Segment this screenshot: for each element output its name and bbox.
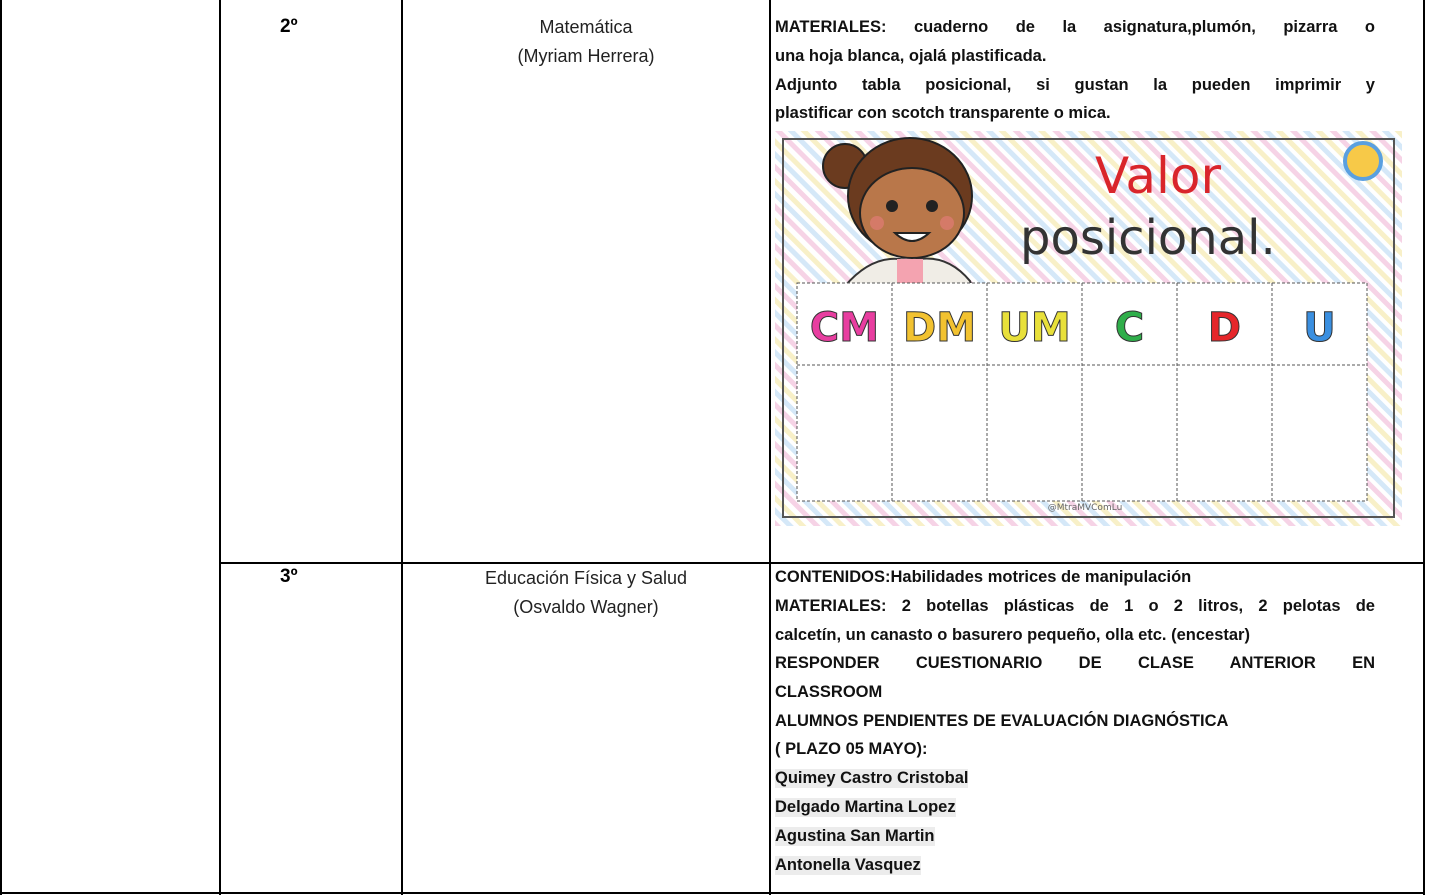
place-value-image: Valor posicional. CM DM UM C D U @MtraMVComLu xyxy=(775,131,1402,526)
frame xyxy=(782,138,1395,518)
teacher: (Osvaldo Wagner) xyxy=(513,597,659,617)
image-subtitle: posicional. xyxy=(1020,210,1276,266)
text-line: CLASSROOM xyxy=(775,683,883,701)
text-line: ( PLAZO 05 MAYO): xyxy=(775,740,928,758)
subject: Educación Física y Salud xyxy=(484,568,688,588)
text-line: Delgado Martina Lopez xyxy=(775,798,956,817)
text-line: Quimey Castro Cristobal xyxy=(775,769,969,788)
column-label: D xyxy=(1208,305,1241,351)
text-line: Antonella Vasquez xyxy=(775,856,921,875)
border xyxy=(401,0,403,895)
teacher: (Myriam Herrera) xyxy=(517,46,655,66)
image-title: Valor xyxy=(1095,147,1221,205)
column-label: C xyxy=(1115,305,1144,351)
text-line: Adjunto tabla posicional, si gustan la p… xyxy=(775,76,1375,94)
text-line: CONTENIDOS:Habilidades motrices de manip… xyxy=(775,568,1192,586)
border xyxy=(0,0,2,895)
text-line: MATERIALES: cuaderno de la asignatura,pl… xyxy=(775,18,1375,36)
column-label: CM xyxy=(810,305,879,351)
text-line: calcetín, un canasto o basurero pequeño,… xyxy=(775,626,1250,644)
text-line: RESPONDER CUESTIONARIO DE CLASE ANTERIOR… xyxy=(775,654,1375,672)
text-line: plastificar con scotch transparente o mi… xyxy=(775,104,1111,122)
grade: 2º xyxy=(280,16,298,37)
text-line: una hoja blanca, ojalá plastificada. xyxy=(775,47,1047,65)
border xyxy=(219,0,221,895)
image-credit: @MtraMVComLu xyxy=(1048,503,1123,513)
subject: Matemática xyxy=(539,17,633,37)
border xyxy=(219,562,1425,564)
logo xyxy=(1343,141,1383,181)
text-line: MATERIALES: 2 botellas plásticas de 1 o … xyxy=(775,597,1375,615)
column-label: DM xyxy=(903,305,976,351)
border xyxy=(0,892,1425,894)
column-label: U xyxy=(1303,305,1335,351)
text-line: Agustina San Martin xyxy=(775,827,935,846)
border xyxy=(1423,0,1425,895)
grade: 3º xyxy=(280,566,298,587)
text-line: ALUMNOS PENDIENTES DE EVALUACIÓN DIAGNÓS… xyxy=(775,712,1229,730)
border xyxy=(769,0,771,895)
column-label: UM xyxy=(998,305,1070,351)
